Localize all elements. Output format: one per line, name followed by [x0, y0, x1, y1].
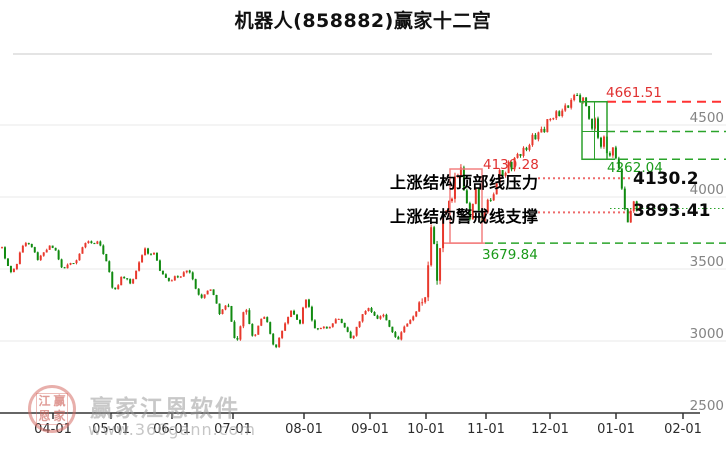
svg-text:4661.51: 4661.51: [606, 85, 662, 101]
svg-text:09-01: 09-01: [351, 422, 389, 437]
svg-text:4000: 4000: [690, 182, 724, 198]
svg-text:04-01: 04-01: [34, 422, 72, 437]
svg-text:07-01: 07-01: [214, 422, 252, 437]
page-title: 机器人(858882)赢家十二宫: [234, 10, 492, 32]
svg-text:08-01: 08-01: [285, 422, 323, 437]
svg-text:11-01: 11-01: [467, 422, 505, 437]
svg-text:02-01: 02-01: [664, 422, 702, 437]
pressure-structure-label: 上涨结构顶部线压力: [390, 173, 539, 192]
svg-text:3679.84: 3679.84: [482, 247, 538, 263]
svg-text:3000: 3000: [690, 326, 724, 342]
svg-text:10-01: 10-01: [407, 422, 445, 437]
svg-text:2500: 2500: [690, 398, 724, 414]
svg-text:01-01: 01-01: [597, 422, 635, 437]
svg-text:06-01: 06-01: [153, 422, 191, 437]
svg-text:05-01: 05-01: [92, 422, 130, 437]
support-value-label: 3893.41: [633, 201, 711, 221]
svg-text:4500: 4500: [690, 110, 724, 126]
svg-text:12-01: 12-01: [531, 422, 569, 437]
support-structure-label: 上涨结构警戒线支撑: [390, 207, 539, 226]
pressure-value-label: 4130.2: [633, 169, 699, 189]
svg-text:3500: 3500: [690, 254, 724, 270]
